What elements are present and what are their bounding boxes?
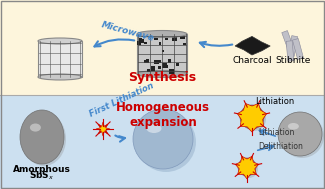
Bar bbox=[151, 67, 155, 70]
Text: SbS$_x$: SbS$_x$ bbox=[29, 169, 55, 181]
Bar bbox=[144, 42, 147, 44]
FancyBboxPatch shape bbox=[137, 34, 187, 74]
Ellipse shape bbox=[38, 74, 82, 80]
FancyBboxPatch shape bbox=[0, 0, 325, 95]
Ellipse shape bbox=[238, 158, 256, 176]
Text: Microwave: Microwave bbox=[100, 20, 155, 43]
Ellipse shape bbox=[242, 163, 247, 165]
Polygon shape bbox=[235, 36, 270, 55]
Bar bbox=[137, 41, 141, 45]
Polygon shape bbox=[96, 122, 110, 136]
Text: Charcoal: Charcoal bbox=[232, 56, 272, 65]
Bar bbox=[166, 65, 168, 67]
Text: Amorphous: Amorphous bbox=[13, 165, 71, 174]
Bar bbox=[162, 50, 164, 52]
Bar bbox=[165, 65, 168, 68]
Bar bbox=[180, 35, 185, 40]
Ellipse shape bbox=[240, 160, 258, 178]
Text: Homogeneous
expansion: Homogeneous expansion bbox=[116, 101, 210, 129]
FancyBboxPatch shape bbox=[288, 36, 298, 56]
Ellipse shape bbox=[133, 109, 193, 169]
Text: Synthesis: Synthesis bbox=[128, 71, 196, 84]
FancyBboxPatch shape bbox=[292, 39, 304, 59]
Bar bbox=[159, 43, 161, 45]
Bar bbox=[144, 60, 147, 63]
Ellipse shape bbox=[288, 123, 299, 130]
Text: Lithiation: Lithiation bbox=[255, 97, 294, 106]
Ellipse shape bbox=[30, 123, 41, 132]
Ellipse shape bbox=[137, 30, 187, 37]
Ellipse shape bbox=[38, 38, 82, 44]
Ellipse shape bbox=[240, 105, 264, 129]
Bar bbox=[157, 60, 161, 64]
Bar bbox=[183, 43, 186, 46]
Bar bbox=[169, 69, 174, 74]
Text: Delithiation: Delithiation bbox=[258, 142, 303, 151]
Text: Lithiation: Lithiation bbox=[258, 128, 294, 137]
Ellipse shape bbox=[280, 114, 324, 158]
Bar bbox=[176, 63, 178, 66]
Ellipse shape bbox=[137, 70, 187, 77]
FancyBboxPatch shape bbox=[38, 41, 82, 77]
Bar bbox=[162, 63, 167, 68]
Ellipse shape bbox=[136, 112, 196, 172]
Bar bbox=[165, 38, 168, 40]
Ellipse shape bbox=[20, 110, 64, 164]
Bar bbox=[147, 69, 150, 72]
Ellipse shape bbox=[278, 112, 322, 156]
Bar bbox=[168, 59, 171, 63]
Bar bbox=[154, 36, 158, 40]
Ellipse shape bbox=[245, 111, 252, 115]
Bar bbox=[154, 60, 157, 64]
Bar bbox=[139, 38, 142, 41]
Ellipse shape bbox=[242, 107, 266, 131]
Bar bbox=[140, 39, 144, 43]
Text: Stibnite: Stibnite bbox=[275, 56, 311, 65]
Bar bbox=[146, 59, 149, 63]
FancyBboxPatch shape bbox=[282, 31, 294, 51]
Ellipse shape bbox=[22, 112, 66, 166]
Polygon shape bbox=[235, 156, 259, 179]
Polygon shape bbox=[237, 104, 266, 132]
FancyBboxPatch shape bbox=[286, 41, 294, 61]
FancyBboxPatch shape bbox=[0, 95, 325, 189]
Bar bbox=[172, 36, 177, 40]
Bar bbox=[158, 66, 161, 69]
Text: First Lithiation: First Lithiation bbox=[88, 81, 155, 119]
Ellipse shape bbox=[147, 124, 162, 133]
Bar bbox=[155, 60, 159, 64]
